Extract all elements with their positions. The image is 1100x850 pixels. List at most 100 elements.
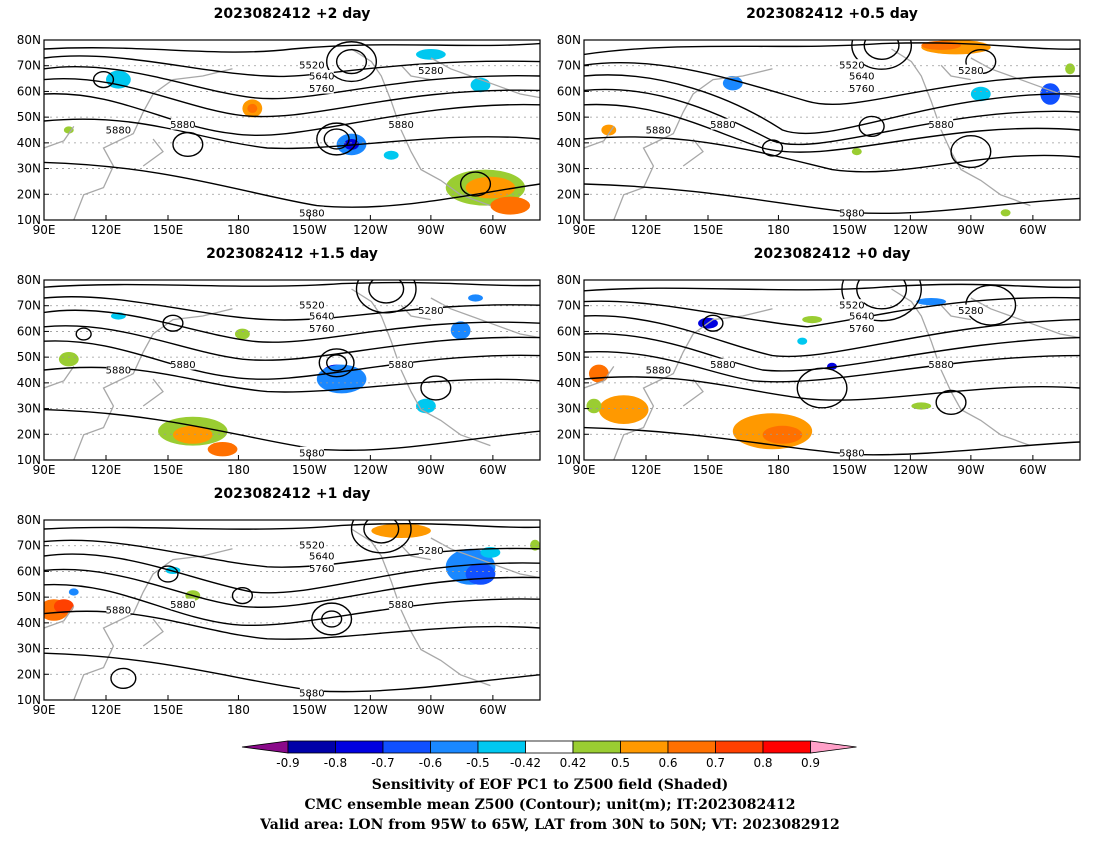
sensitivity-shade xyxy=(851,148,862,156)
lat-tick-label: 10N xyxy=(17,693,41,707)
panel-title-plus-0-day: 2023082412 +0 day xyxy=(753,246,911,262)
sensitivity-shade xyxy=(63,126,74,134)
lon-tick-label: 150W xyxy=(292,223,327,237)
colorbar-segment xyxy=(525,740,574,754)
lon-tick-label: 150W xyxy=(832,223,867,237)
z500-closed-contour xyxy=(323,128,350,150)
panel-title-plus-1-day: 2023082412 +1 day xyxy=(213,486,371,502)
colorbar-level-label: 0.9 xyxy=(800,756,821,770)
z500-closed-contour xyxy=(157,565,179,583)
contour-label-bg xyxy=(299,206,324,218)
lat-tick-label: 80N xyxy=(17,513,41,527)
z500-closed-contour xyxy=(326,41,378,83)
z500-closed-contour xyxy=(863,40,900,60)
colorbar-level-label: -0.42 xyxy=(509,756,542,770)
contour-label: 5880 xyxy=(388,360,413,371)
map-frame xyxy=(43,39,541,221)
colorbar-segment xyxy=(287,740,336,754)
z500-contour xyxy=(584,333,1080,372)
contour-label-bg xyxy=(389,358,414,370)
lat-tick-label: 50N xyxy=(557,350,581,364)
lat-tick-label: 40N xyxy=(17,616,41,630)
colorbar-level-label: -0.5 xyxy=(466,756,490,770)
z500-closed-contour xyxy=(316,122,358,156)
coastline xyxy=(584,366,615,389)
colorbar-max-triangle xyxy=(810,740,857,754)
z500-closed-contour xyxy=(231,586,254,605)
contour-label-bg xyxy=(839,299,864,311)
z500-closed-contour xyxy=(368,280,405,304)
z500-contour xyxy=(44,325,540,361)
colorbar-level-label: 0.7 xyxy=(705,756,726,770)
lon-tick-label: 90E xyxy=(33,223,56,237)
lat-tick-label: 50N xyxy=(17,590,41,604)
lat-tick-label: 70N xyxy=(17,59,41,73)
lat-tick-label: 40N xyxy=(17,136,41,150)
contour-label-bg xyxy=(309,562,334,574)
lon-tick-label: 60W xyxy=(479,703,506,717)
lon-tick-label: 120W xyxy=(893,223,928,237)
lat-tick-label: 80N xyxy=(17,33,41,47)
coastline xyxy=(73,68,233,220)
coastline xyxy=(430,57,540,99)
z500-closed-contour xyxy=(950,135,992,169)
contour-label: 5880 xyxy=(299,448,324,459)
z500-closed-contour xyxy=(335,48,368,75)
colorbar-segment xyxy=(382,740,431,754)
z500-contour xyxy=(44,65,540,100)
z500-closed-contour xyxy=(841,280,922,322)
caption-line-1: Sensitivity of EOF PC1 to Z500 field (Sh… xyxy=(371,777,729,793)
contour-label: 5520 xyxy=(839,61,864,72)
lon-tick-label: 90E xyxy=(33,463,56,477)
z500-contour xyxy=(584,136,1080,173)
coastline xyxy=(400,64,432,81)
contour-label-bg xyxy=(418,304,443,316)
coastline xyxy=(142,618,164,647)
contour-label-bg xyxy=(106,124,131,135)
z500-contour xyxy=(44,553,540,594)
contour-label: 5280 xyxy=(418,306,443,317)
panel-title-plus-1-5-day: 2023082412 +1.5 day xyxy=(206,246,378,262)
map-frame xyxy=(43,279,541,461)
contour-label: 5880 xyxy=(928,360,953,371)
contour-label-bg xyxy=(389,598,414,610)
lon-tick-label: 120W xyxy=(893,463,928,477)
contour-label-bg xyxy=(106,364,131,375)
contour-label-bg xyxy=(839,446,864,458)
contour-label: 5880 xyxy=(106,126,131,137)
lon-tick-label: 180 xyxy=(227,223,250,237)
contour-label: 5880 xyxy=(710,120,735,131)
contour-label: 5880 xyxy=(299,208,324,219)
contour-label: 5880 xyxy=(170,600,195,611)
lat-tick-label: 20N xyxy=(557,427,581,441)
lon-tick-label: 150W xyxy=(292,463,327,477)
contour-label-bg xyxy=(710,118,735,130)
contour-label-bg xyxy=(710,358,735,370)
z500-contour xyxy=(44,93,540,137)
sensitivity-shade xyxy=(797,337,808,345)
lat-tick-label: 20N xyxy=(17,667,41,681)
z500-contour xyxy=(584,315,1080,358)
lat-tick-label: 10N xyxy=(557,453,581,467)
colorbar-segment xyxy=(572,740,621,754)
contour-label-bg xyxy=(170,598,195,610)
caption-line-2: CMC ensemble mean Z500 (Contour); unit(m… xyxy=(304,797,796,813)
sensitivity-shade xyxy=(465,563,496,585)
z500-contour xyxy=(44,309,540,343)
contour-label: 5280 xyxy=(958,66,983,77)
panel-title-plus-0-5-day: 2023082412 +0.5 day xyxy=(746,6,918,22)
sensitivity-shade xyxy=(598,395,649,424)
lat-tick-label: 20N xyxy=(17,187,41,201)
lat-tick-label: 30N xyxy=(17,402,41,416)
lon-tick-label: 150E xyxy=(153,223,184,237)
colorbar-level-label: 0.5 xyxy=(610,756,631,770)
coastline xyxy=(613,68,773,220)
contour-label-bg xyxy=(299,299,324,311)
z500-closed-contour xyxy=(326,354,348,372)
lon-tick-label: 150E xyxy=(153,703,184,717)
lon-tick-label: 120E xyxy=(631,223,662,237)
sensitivity-shade xyxy=(916,298,947,306)
coastline xyxy=(351,288,491,447)
